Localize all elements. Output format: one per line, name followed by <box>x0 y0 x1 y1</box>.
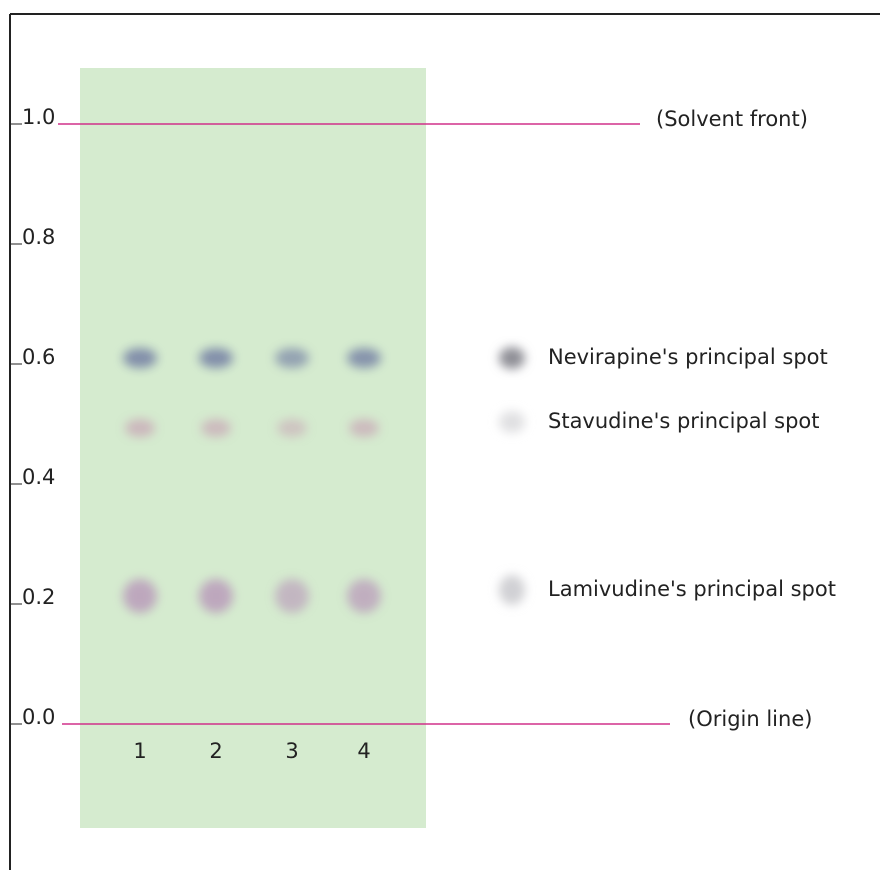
spot <box>277 419 307 437</box>
lane-label: 4 <box>357 739 370 763</box>
legend-label: Stavudine's principal spot <box>548 409 820 433</box>
tick-label: 0.8 <box>22 225 55 249</box>
legend-label: Nevirapine's principal spot <box>548 345 828 369</box>
tick-label: 0.4 <box>22 465 55 489</box>
spot <box>347 579 381 613</box>
lane-label: 3 <box>285 739 298 763</box>
legend-spot <box>499 575 525 605</box>
tick-label: 0.6 <box>22 345 55 369</box>
spot <box>123 579 157 613</box>
lane-label: 2 <box>209 739 222 763</box>
spot <box>275 579 309 613</box>
legend-spot <box>499 411 525 433</box>
tick-label: 0.2 <box>22 585 55 609</box>
tlc-figure: (Solvent front) (Origin line) 1.0 0.8 0.6 0… <box>0 0 880 870</box>
legend-spot <box>499 347 525 369</box>
spot <box>349 419 379 437</box>
tlc-plate <box>80 68 426 828</box>
spot <box>199 579 233 613</box>
tick-label: 0.0 <box>22 705 55 729</box>
legend-label: Lamivudine's principal spot <box>548 577 836 601</box>
solvent-front-label: (Solvent front) <box>656 107 808 131</box>
tick-label: 1.0 <box>22 105 55 129</box>
lane-label: 1 <box>133 739 146 763</box>
spot <box>199 348 233 368</box>
origin-line-label: (Origin line) <box>688 707 812 731</box>
spot <box>275 348 309 368</box>
spot <box>125 419 155 437</box>
spot <box>201 419 231 437</box>
spot <box>347 348 381 368</box>
spot <box>123 348 157 368</box>
